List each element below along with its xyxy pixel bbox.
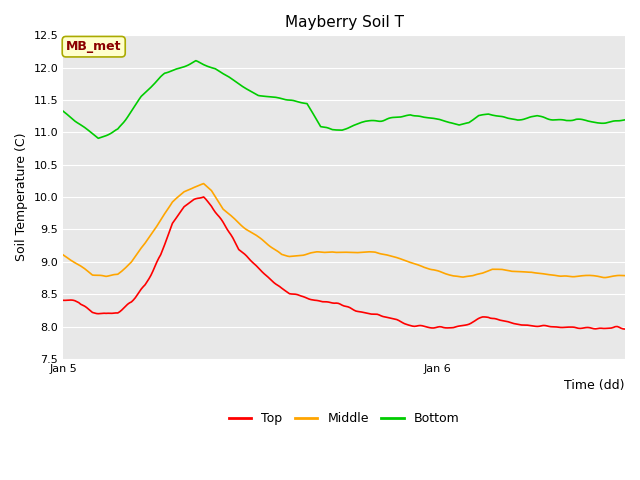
X-axis label: Time (dd): Time (dd) [564,379,625,392]
Title: Mayberry Soil T: Mayberry Soil T [285,15,404,30]
Text: MB_met: MB_met [66,40,122,53]
Y-axis label: Soil Temperature (C): Soil Temperature (C) [15,133,28,262]
Legend: Top, Middle, Bottom: Top, Middle, Bottom [223,407,465,430]
